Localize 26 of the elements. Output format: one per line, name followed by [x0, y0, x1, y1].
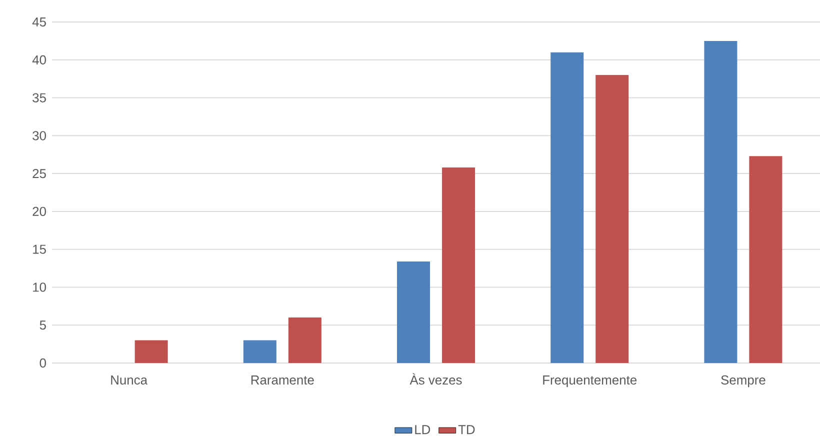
y-tick-label: 0 [40, 358, 46, 368]
bar [596, 75, 629, 363]
bar [397, 261, 430, 363]
y-tick-label: 35 [32, 93, 46, 102]
y-tick-label: 40 [32, 55, 46, 64]
x-tick-label: Sempre [721, 375, 766, 388]
bar [288, 318, 322, 363]
legend-label: LD [415, 425, 430, 434]
x-tick-label: Às vezes [410, 373, 462, 385]
y-tick-label: 20 [32, 206, 46, 216]
x-tick-label: Raramente [251, 376, 314, 385]
bar [749, 156, 782, 363]
y-tick-label: 15 [33, 244, 46, 254]
y-tick-label: 5 [40, 320, 46, 330]
y-tick-label: 45 [32, 17, 46, 27]
bar [134, 340, 168, 363]
y-tick-label: 25 [32, 168, 46, 178]
legend-label: TD [458, 425, 475, 434]
y-tick-label: 10 [33, 282, 46, 292]
bar [442, 167, 476, 363]
bar [243, 340, 276, 363]
bar [704, 40, 738, 363]
y-tick-label: 30 [32, 131, 46, 140]
x-tick-label: Frequentemente [543, 376, 637, 388]
x-tick-label: Nunca [111, 376, 148, 385]
bar [550, 52, 584, 363]
